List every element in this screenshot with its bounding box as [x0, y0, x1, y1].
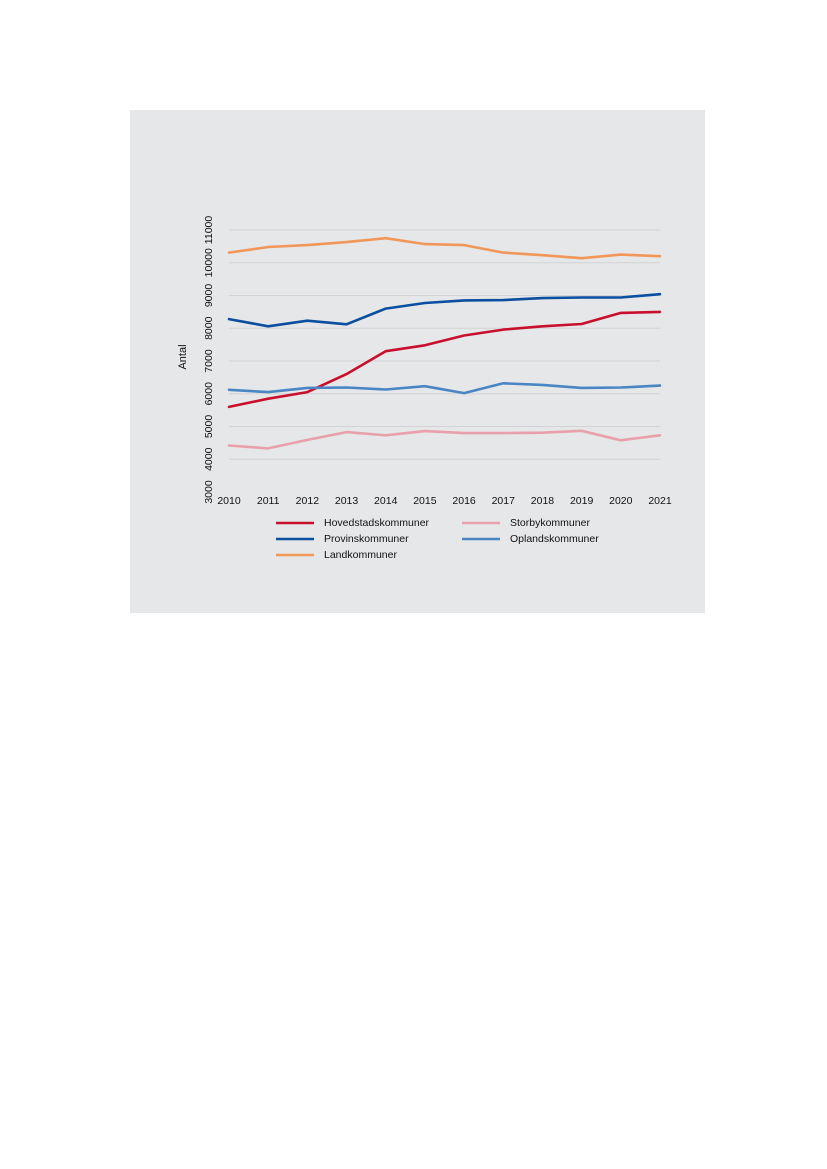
series-line-2 — [227, 292, 662, 328]
y-tick-label: 6000 — [203, 382, 215, 406]
series-line-3 — [227, 381, 662, 395]
y-tick-label: 10000 — [203, 248, 215, 277]
series-line-1 — [227, 429, 662, 450]
x-tick-label: 2021 — [648, 495, 672, 507]
y-tick-label: 4000 — [203, 447, 215, 471]
y-tick-label: 5000 — [203, 415, 215, 439]
x-tick-label: 2020 — [609, 495, 633, 507]
y-tick-label: 3000 — [203, 480, 215, 504]
y-tick-label: 11000 — [203, 216, 215, 245]
y-tick-label: 8000 — [203, 316, 215, 340]
series — [227, 236, 662, 450]
legend-label: Provinskommuner — [324, 533, 409, 545]
y-axis: 3000 4000 5000 6000 7000 8000 9000 10000 11000 — [203, 216, 215, 504]
x-tick-label: 2012 — [296, 495, 320, 507]
series-line-0 — [227, 310, 662, 409]
x-tick-label: 2016 — [452, 495, 476, 507]
y-tick-label: 7000 — [203, 349, 215, 373]
legend: Hovedstadskommuner Storbykommuner Provinsk… — [276, 517, 599, 561]
y-tick-label: 9000 — [203, 284, 215, 308]
x-tick-label: 2010 — [217, 495, 241, 507]
y-axis-title: Antal — [177, 344, 189, 369]
x-tick-label: 2017 — [492, 495, 516, 507]
grid — [229, 229, 660, 460]
legend-label: Landkommuner — [324, 549, 397, 561]
x-tick-label: 2011 — [257, 495, 280, 507]
legend-label: Oplandskommuner — [510, 533, 599, 545]
x-tick-label: 2018 — [531, 495, 555, 507]
series-line-4 — [227, 236, 662, 260]
legend-label: Storbykommuner — [510, 517, 590, 529]
x-axis: 2010 2011 2012 2013 2014 2015 2016 2017 2018 2019… — [217, 495, 672, 507]
legend-label: Hovedstadskommuner — [324, 517, 430, 529]
x-tick-label: 2015 — [413, 495, 437, 507]
x-tick-label: 2013 — [335, 495, 359, 507]
x-tick-label: 2019 — [570, 495, 594, 507]
x-tick-label: 2014 — [374, 495, 398, 507]
